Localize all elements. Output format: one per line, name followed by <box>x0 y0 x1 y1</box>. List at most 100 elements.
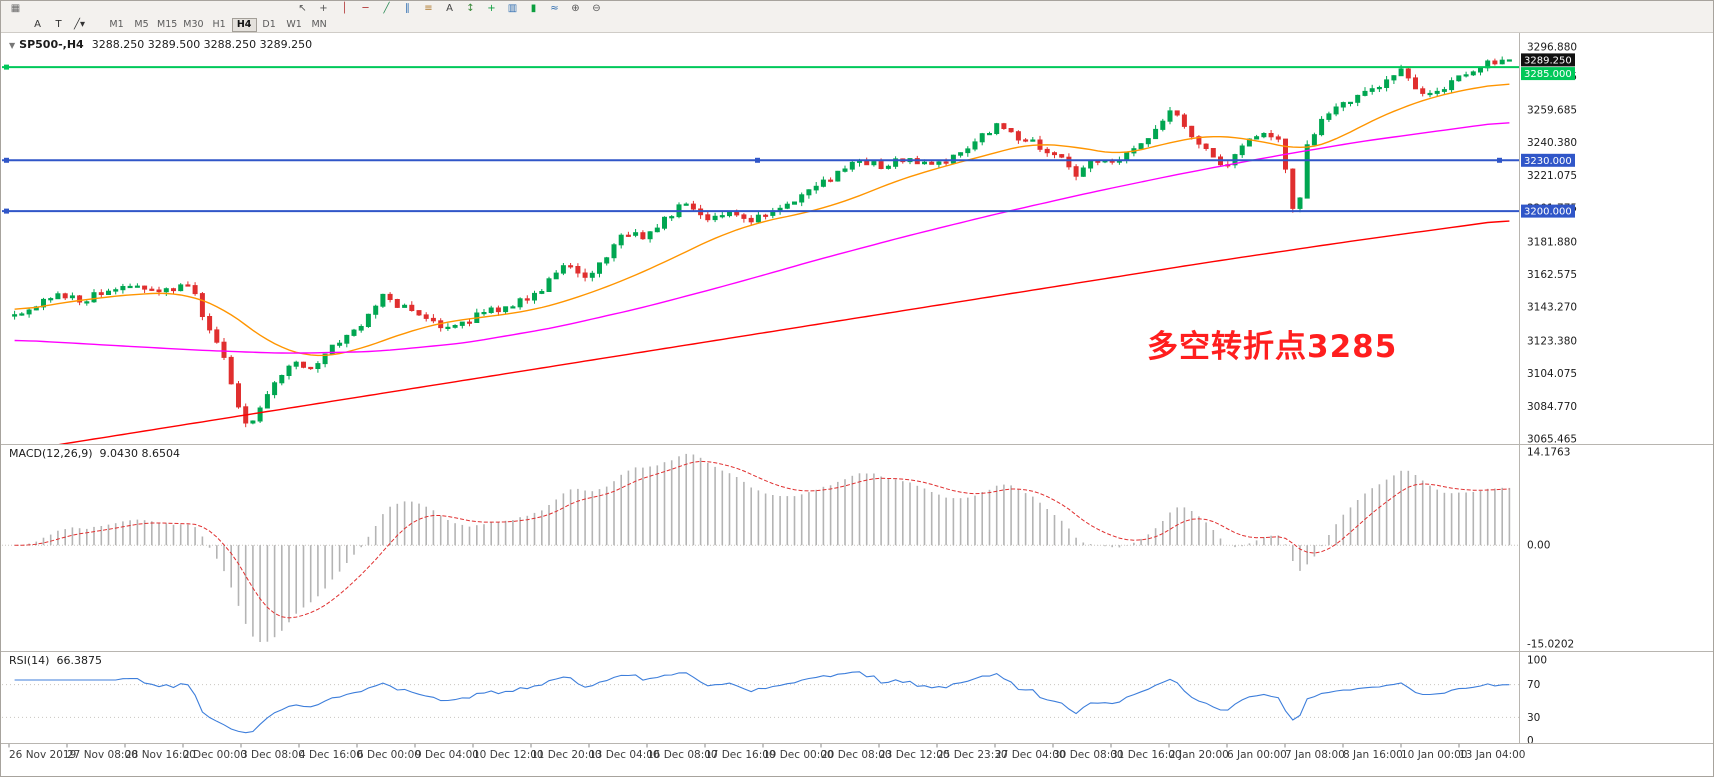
svg-text:9 Dec 04:00: 9 Dec 04:00 <box>415 749 479 761</box>
menu-grid-icon[interactable]: ▦ <box>6 2 25 16</box>
equidistant-channel-icon[interactable]: ∥ <box>398 2 417 16</box>
horizontal-line-icon[interactable]: ─ <box>356 2 375 16</box>
ma-fast-line <box>14 83 1510 357</box>
timeframe-m1-button[interactable]: M1 <box>104 18 129 32</box>
macd-histogram <box>20 453 1511 642</box>
svg-text:6 Dec 00:00: 6 Dec 00:00 <box>357 749 421 761</box>
symbol-name: SP500-,H4 <box>19 38 84 51</box>
svg-text:3181.880: 3181.880 <box>1527 236 1577 248</box>
svg-text:26 Nov 2019: 26 Nov 2019 <box>9 749 76 761</box>
svg-text:2 Jan 20:00: 2 Jan 20:00 <box>1169 749 1229 761</box>
zoom-out-icon[interactable]: ⊖ <box>587 2 606 16</box>
vertical-line-icon[interactable]: │ <box>335 2 354 16</box>
svg-text:7 Jan 08:00: 7 Jan 08:00 <box>1285 749 1345 761</box>
svg-text:31 Dec 16:00: 31 Dec 16:00 <box>1111 749 1182 761</box>
svg-text:3084.770: 3084.770 <box>1527 401 1577 413</box>
toolbar-timeframes: M1 M5 M15 M30 H1 H4 D1 W1 MN <box>104 18 332 32</box>
svg-text:3240.380: 3240.380 <box>1527 137 1577 149</box>
svg-text:27 Nov 08:00: 27 Nov 08:00 <box>67 749 138 761</box>
timeframe-h4-button[interactable]: H4 <box>231 18 257 32</box>
svg-text:70: 70 <box>1527 679 1540 691</box>
svg-text:11 Dec 20:00: 11 Dec 20:00 <box>531 749 602 761</box>
candlestick-mode-icon[interactable]: ▮ <box>524 2 543 16</box>
svg-text:3065.465: 3065.465 <box>1527 434 1577 446</box>
svg-text:20 Dec 08:00: 20 Dec 08:00 <box>821 749 892 761</box>
hline-handle[interactable] <box>1497 157 1502 163</box>
toolbar: ▦ ↖ + │ ─ ╱ ∥ ≡ A ↕ + ▥ ▮ ≈ ⊕ ⊖ A T ╱▾ M1 M5 M15 M30 H1 H4 D1 W… <box>1 1 1713 33</box>
svg-text:16 Dec 08:00: 16 Dec 08:00 <box>647 749 718 761</box>
svg-text:10 Dec 12:00: 10 Dec 12:00 <box>473 749 544 761</box>
arrow-marker-icon[interactable]: ↕ <box>461 2 480 16</box>
svg-text:0.00: 0.00 <box>1527 540 1550 552</box>
rsi-value: 66.3875 <box>56 654 102 667</box>
timeframe-w1-button[interactable]: W1 <box>282 18 307 32</box>
text-mode-button[interactable]: T <box>49 18 68 32</box>
trendline-icon[interactable]: ╱ <box>377 2 396 16</box>
svg-text:19 Dec 00:00: 19 Dec 00:00 <box>763 749 834 761</box>
crosshair-icon[interactable]: + <box>314 2 333 16</box>
svg-text:8 Jan 16:00: 8 Jan 16:00 <box>1343 749 1403 761</box>
timeframe-mn-button[interactable]: MN <box>307 18 332 32</box>
new-order-icon[interactable]: + <box>482 2 501 16</box>
svg-text:0: 0 <box>1527 735 1534 747</box>
svg-text:3230.000: 3230.000 <box>1524 156 1572 167</box>
svg-text:3104.075: 3104.075 <box>1527 368 1577 380</box>
rsi-axis[interactable]: 100 70 30 0 <box>1527 655 1547 748</box>
cursor-icon[interactable]: ↖ <box>293 2 312 16</box>
svg-text:30: 30 <box>1527 712 1540 724</box>
rsi-name: RSI(14) <box>9 654 50 667</box>
symbol-header: ▼ SP500-,H4 3288.250 3289.500 3288.250 328… <box>9 38 312 51</box>
svg-text:25 Dec 23:30: 25 Dec 23:30 <box>937 749 1008 761</box>
chart-canvas[interactable]: 3296.8803279.5753259.6853240.3803221.075… <box>1 33 1713 777</box>
svg-text:28 Nov 16:00: 28 Nov 16:00 <box>125 749 196 761</box>
hline-handle[interactable] <box>4 157 9 163</box>
svg-text:2 Dec 00:00: 2 Dec 00:00 <box>183 749 247 761</box>
svg-text:3200.000: 3200.000 <box>1524 207 1572 218</box>
symbol-dropdown-icon[interactable]: ▼ <box>9 41 16 50</box>
toolbar-left-icons: ▦ <box>5 2 26 16</box>
candles-up-layer <box>12 56 1512 425</box>
draw-menu-button[interactable]: ╱▾ <box>70 18 89 32</box>
svg-text:3143.270: 3143.270 <box>1527 302 1577 314</box>
svg-text:13 Jan 04:00: 13 Jan 04:00 <box>1459 749 1525 761</box>
chart-text-annotation[interactable]: 多空转折点3285 <box>1147 329 1398 365</box>
ma-mid-line <box>14 122 1510 354</box>
timeframe-m30-button[interactable]: M30 <box>180 18 206 32</box>
hline-handle[interactable] <box>4 64 9 70</box>
toolbar-linestudy-icons: ↖ + │ ─ ╱ ∥ ≡ A ↕ + ▥ ▮ ≈ ⊕ ⊖ <box>292 2 607 16</box>
svg-text:3 Dec 08:00: 3 Dec 08:00 <box>241 749 305 761</box>
timeframe-h1-button[interactable]: H1 <box>207 18 232 32</box>
svg-text:3285.000: 3285.000 <box>1524 69 1572 80</box>
macd-signal-line <box>14 460 1510 619</box>
svg-text:4 Dec 16:00: 4 Dec 16:00 <box>299 749 363 761</box>
toolbar-row-2: A T ╱▾ M1 M5 M15 M30 H1 H4 D1 W1 MN <box>1 17 1713 33</box>
svg-text:100: 100 <box>1527 655 1547 667</box>
text-label-icon[interactable]: A <box>440 2 459 16</box>
svg-text:10 Jan 00:00: 10 Jan 00:00 <box>1401 749 1467 761</box>
rsi-line <box>14 671 1510 734</box>
fibonacci-icon[interactable]: ≡ <box>419 2 438 16</box>
zoom-in-icon[interactable]: ⊕ <box>566 2 585 16</box>
svg-text:3123.380: 3123.380 <box>1527 335 1577 347</box>
hline-handle[interactable] <box>4 208 9 214</box>
timeframe-m5-button[interactable]: M5 <box>129 18 154 32</box>
hline-handle[interactable] <box>755 157 760 163</box>
macd-axis[interactable]: 14.1763 0.00 -15.0202 <box>1527 447 1574 651</box>
timeframe-d1-button[interactable]: D1 <box>257 18 282 32</box>
svg-text:3289.250: 3289.250 <box>1524 55 1572 66</box>
svg-text:14.1763: 14.1763 <box>1527 447 1570 459</box>
ma-slow-line <box>55 220 1510 445</box>
bar-chart-mode-icon[interactable]: ▥ <box>503 2 522 16</box>
candles-down-layer <box>62 58 1498 428</box>
toolbar-tools: A T ╱▾ <box>27 18 90 32</box>
price-axis[interactable]: 3296.8803279.5753259.6853240.3803221.075… <box>1521 42 1577 446</box>
svg-text:3162.575: 3162.575 <box>1527 269 1577 281</box>
rsi-indicator-label: RSI(14) 66.3875 <box>9 654 102 667</box>
macd-name: MACD(12,26,9) <box>9 447 93 460</box>
line-chart-mode-icon[interactable]: ≈ <box>545 2 564 16</box>
timeframe-m15-button[interactable]: M15 <box>154 18 180 32</box>
svg-text:13 Dec 04:00: 13 Dec 04:00 <box>589 749 660 761</box>
cursor-mode-button[interactable]: A <box>28 18 47 32</box>
svg-text:27 Dec 04:00: 27 Dec 04:00 <box>995 749 1066 761</box>
